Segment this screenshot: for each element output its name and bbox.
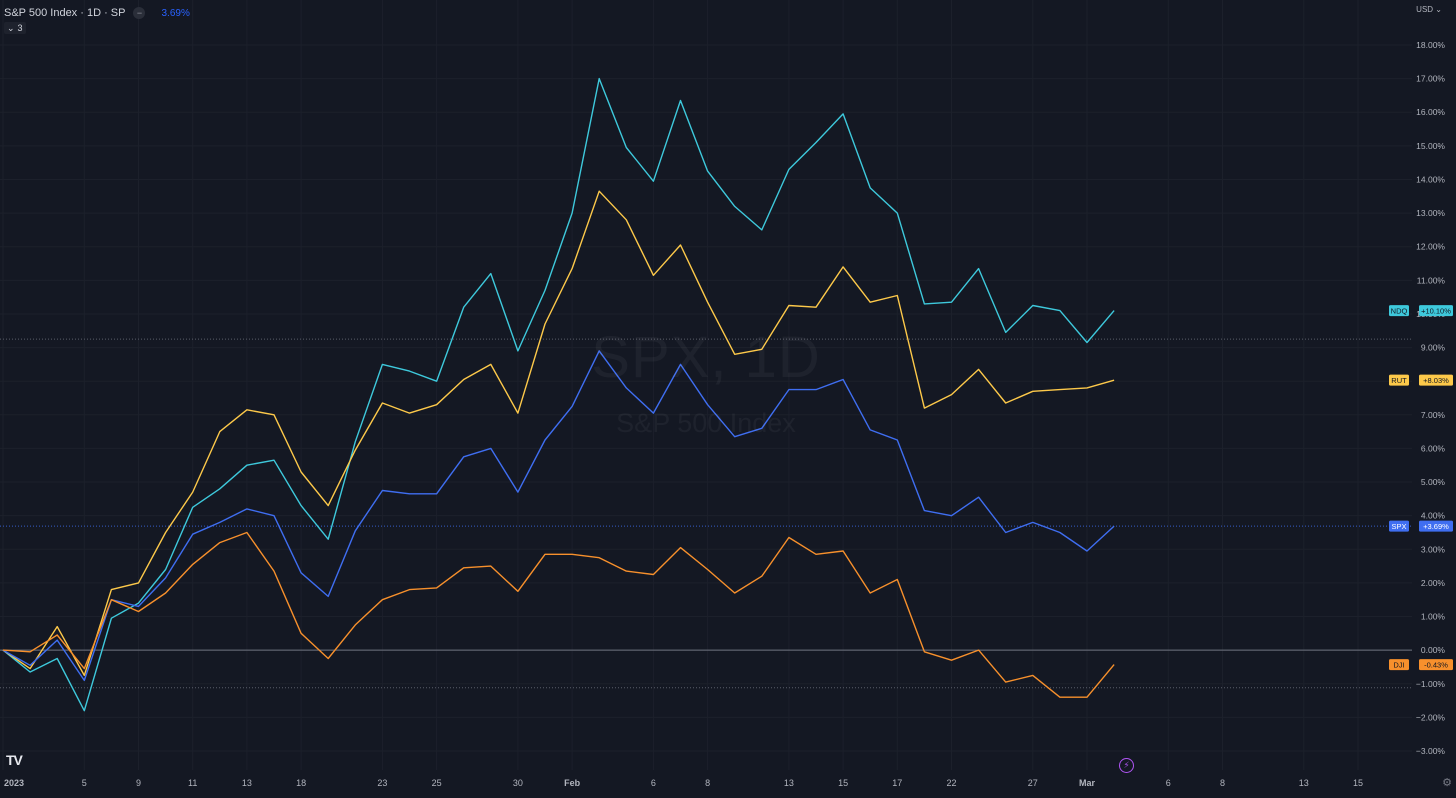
x-tick-label: 23 xyxy=(377,778,387,788)
series-value-badge xyxy=(1419,520,1453,532)
series-name-text: NDQ xyxy=(1391,307,1408,316)
y-tick-label: 4.00% xyxy=(1421,511,1446,521)
y-tick-label: −3.00% xyxy=(1416,746,1446,756)
circle-dash-icon[interactable]: − xyxy=(133,7,146,19)
x-tick-label: 17 xyxy=(892,778,902,788)
series-line-dji[interactable] xyxy=(2,531,1115,698)
y-tick-label: 12.00% xyxy=(1416,242,1445,252)
y-tick-label: 18.00% xyxy=(1416,40,1445,50)
series-name-badge xyxy=(1389,305,1409,317)
x-tick-label: 9 xyxy=(136,778,141,788)
x-tick-label: 30 xyxy=(513,778,523,788)
series-name-text: SPX xyxy=(1391,522,1406,531)
level-layer xyxy=(0,338,1412,689)
currency-label: USD xyxy=(1416,5,1434,14)
y-tick-label: 7.00% xyxy=(1421,410,1446,420)
x-tick-label: 11 xyxy=(188,778,197,788)
y-tick-label: 1.00% xyxy=(1421,612,1446,622)
x-tick-label: Mar xyxy=(1079,778,1096,788)
series-line-spx[interactable] xyxy=(2,350,1115,682)
x-tick-label: 27 xyxy=(1028,778,1038,788)
x-tick-label: 13 xyxy=(784,778,794,788)
series-name-text: RUT xyxy=(1391,376,1407,385)
series-name-badge xyxy=(1389,374,1409,386)
x-tick-label: 15 xyxy=(1353,778,1363,788)
y-tick-label: 17.00% xyxy=(1416,74,1445,84)
symbol-title[interactable]: S&P 500 Index · 1D · SP xyxy=(4,7,126,19)
series-value-badge xyxy=(1419,659,1453,671)
watermark-symbol: SPX, 1D xyxy=(591,325,821,390)
series-line-rut[interactable] xyxy=(2,190,1115,677)
series-value-badge xyxy=(1419,305,1453,317)
series-value-badge xyxy=(1419,374,1453,386)
currency-selector[interactable]: USD ⌄ xyxy=(1416,5,1442,14)
x-tick-label: 8 xyxy=(1220,778,1225,788)
last-value-label-ndq: NDQ +10.10% xyxy=(1389,305,1453,317)
y-tick-label: 3.00% xyxy=(1421,544,1446,554)
x-tick-label: 5 xyxy=(82,778,87,788)
y-tick-label: 2.00% xyxy=(1421,578,1446,588)
series-value-text: +3.69% xyxy=(1423,522,1449,531)
y-tick-label: 14.00% xyxy=(1416,174,1445,184)
series-value-text: +8.03% xyxy=(1423,376,1449,385)
time-axis[interactable]: 2023 5 9 11 13 18 23 25 30 Feb 6 8 13 15 17 22 27 Mar 6 8 13… xyxy=(4,778,1363,788)
indicator-count: 3 xyxy=(17,23,23,33)
y-tick-label: 16.00% xyxy=(1416,107,1445,117)
series-name-badge xyxy=(1389,659,1409,671)
series-line-ndq[interactable] xyxy=(2,77,1115,712)
y-tick-label: 9.00% xyxy=(1421,343,1446,353)
x-tick-label: 15 xyxy=(838,778,848,788)
x-tick-label: 18 xyxy=(296,778,306,788)
y-tick-label: 11.00% xyxy=(1417,275,1446,285)
legend-header: S&P 500 Index · 1D · SP − 3.69% xyxy=(4,5,190,21)
series-layer[interactable] xyxy=(2,77,1115,712)
x-tick-label: 6 xyxy=(1166,778,1171,788)
y-tick-label: 0.00% xyxy=(1421,645,1446,655)
last-value-label-rut: RUT +8.03% xyxy=(1389,374,1453,386)
gear-icon[interactable]: ⚙ xyxy=(1442,777,1452,789)
series-name-text: DJI xyxy=(1393,661,1404,670)
symbol-change: 3.69% xyxy=(161,7,190,19)
lightning-icon[interactable]: ⚡ xyxy=(1119,758,1134,773)
series-name-badge xyxy=(1389,520,1409,532)
x-tick-label: 13 xyxy=(242,778,252,788)
y-tick-label: 15.00% xyxy=(1416,141,1445,151)
chevron-down-icon: ⌄ xyxy=(1435,5,1442,14)
y-tick-label: 5.00% xyxy=(1421,477,1446,487)
tradingview-logo[interactable]: TV xyxy=(6,752,23,768)
series-value-text: +10.10% xyxy=(1421,307,1451,316)
chevron-down-icon: ⌄ xyxy=(7,22,15,33)
x-tick-label: 13 xyxy=(1299,778,1309,788)
x-tick-label: 2023 xyxy=(4,778,24,788)
y-tick-label: 13.00% xyxy=(1416,208,1445,218)
x-tick-label: Feb xyxy=(564,778,581,788)
last-value-label-dji: DJI -0.43% xyxy=(1389,659,1453,671)
last-value-labels: NDQ +10.10% RUT +8.03% SPX +3.69% DJI -0.43% xyxy=(1389,305,1453,671)
x-tick-label: 25 xyxy=(432,778,442,788)
x-tick-label: 8 xyxy=(705,778,710,788)
collapse-indicators-button[interactable]: ⌄ 3 xyxy=(4,22,26,34)
x-tick-label: 22 xyxy=(946,778,956,788)
x-tick-label: 6 xyxy=(651,778,656,788)
last-value-label-spx: SPX +3.69% xyxy=(1389,520,1453,532)
series-value-text: -0.43% xyxy=(1424,661,1448,670)
y-tick-label: −2.00% xyxy=(1416,712,1446,722)
y-tick-label: 6.00% xyxy=(1421,443,1446,453)
watermark-description: S&P 500 Index xyxy=(616,408,796,438)
y-tick-label: −1.00% xyxy=(1416,679,1446,689)
